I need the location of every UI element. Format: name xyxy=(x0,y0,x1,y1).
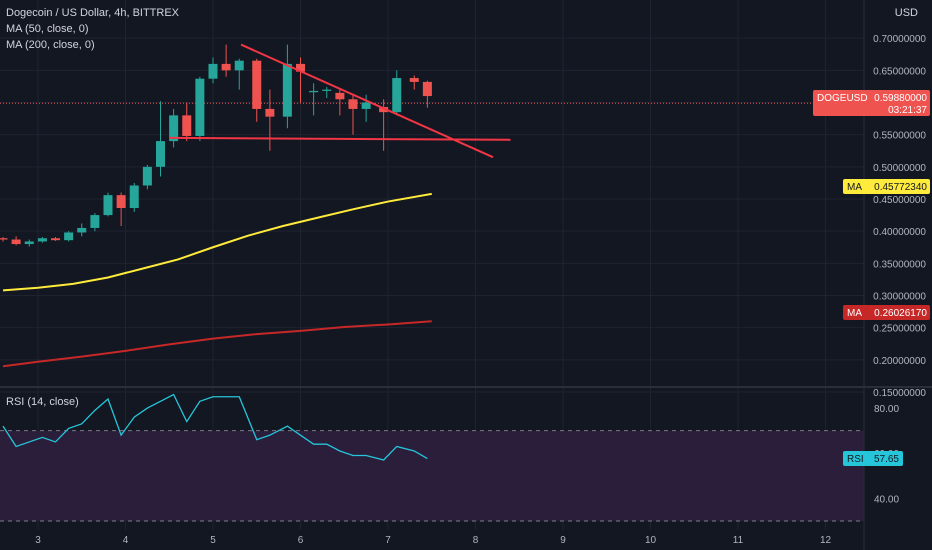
candle-body xyxy=(348,99,358,109)
candle-body xyxy=(156,141,165,167)
time-tick-label: 12 xyxy=(820,535,832,546)
candle-body xyxy=(77,227,87,233)
candle-body xyxy=(64,232,74,241)
rsi-line xyxy=(2,393,428,461)
candle-body xyxy=(116,195,126,209)
ma50-line xyxy=(2,192,432,292)
ma50-legend[interactable]: MA (50, close, 0) xyxy=(6,23,89,35)
ma50-badge-value: 0.45772340 xyxy=(874,182,927,193)
ma50-badge: MA 0.45772340 xyxy=(843,179,930,194)
price-badge: DOGEUSD 0.59880000 03:21:37 xyxy=(813,90,930,116)
price-badge-symbol: DOGEUSD xyxy=(817,93,868,104)
candle-body xyxy=(221,63,231,71)
ma50-series xyxy=(2,192,432,292)
candle-body xyxy=(379,107,389,113)
price-tick-label: 0.70000000 xyxy=(873,34,926,45)
candle-body xyxy=(282,63,292,117)
candle-body xyxy=(309,90,319,93)
price-axis-ticks: 0.15000000 0.20000000 0.25000000 0.30000000… xyxy=(873,34,926,399)
price-tick-label: 0.40000000 xyxy=(873,227,926,238)
rsi-band-fill xyxy=(0,430,864,521)
rsi-badge: RSI 57.65 xyxy=(843,451,903,466)
ma50-badge-name: MA xyxy=(847,182,862,193)
time-tick-label: 7 xyxy=(385,535,391,546)
candle-body xyxy=(103,195,113,216)
time-tick-label: 4 xyxy=(123,535,129,546)
price-tick-label: 0.55000000 xyxy=(873,131,926,142)
candle-body xyxy=(51,238,60,241)
rsi-tick-label: 40.00 xyxy=(874,494,899,505)
time-axis-ticks: 3 4 5 6 7 8 9 10 11 12 xyxy=(35,535,831,546)
price-tick-label: 0.20000000 xyxy=(873,356,926,367)
time-tick-label: 11 xyxy=(733,535,744,546)
price-tick-label: 0.65000000 xyxy=(873,66,926,77)
trendlines[interactable] xyxy=(169,43,511,159)
time-tick-label: 3 xyxy=(35,535,41,546)
rsi-legend[interactable]: RSI (14, close) xyxy=(6,396,79,408)
time-tick-label: 9 xyxy=(560,535,566,546)
candle-body xyxy=(208,63,218,79)
candle-body xyxy=(361,102,371,109)
candle-body xyxy=(335,92,345,100)
rsi-badge-name: RSI xyxy=(847,454,864,465)
candle-body xyxy=(409,78,419,82)
price-tick-label: 0.15000000 xyxy=(873,388,926,399)
candle-body xyxy=(422,81,432,97)
price-badge-countdown: 03:21:37 xyxy=(888,105,927,116)
candle-body xyxy=(37,238,47,242)
price-tick-label: 0.50000000 xyxy=(873,163,926,174)
ma200-series xyxy=(2,320,432,368)
ma200-line xyxy=(2,320,432,368)
ma200-badge: MA 0.26026170 xyxy=(843,305,930,320)
price-tick-label: 0.35000000 xyxy=(873,259,926,270)
candle-body xyxy=(195,78,205,136)
time-tick-label: 8 xyxy=(473,535,479,546)
candle-body xyxy=(169,115,179,142)
candle-body xyxy=(182,115,192,136)
ma200-badge-name: MA xyxy=(847,308,862,319)
price-tick-label: 0.30000000 xyxy=(873,292,926,303)
axis-currency-label: USD xyxy=(895,7,918,19)
candle-body xyxy=(252,60,262,109)
time-tick-label: 10 xyxy=(645,535,657,546)
rsi-badge-value: 57.65 xyxy=(874,454,899,465)
candle-body xyxy=(11,239,21,245)
trendline xyxy=(169,136,511,141)
candle-body xyxy=(129,185,139,209)
trendline xyxy=(240,43,494,159)
symbol-title[interactable]: Dogecoin / US Dollar, 4h, BITTREX xyxy=(6,7,180,19)
price-tick-label: 0.45000000 xyxy=(873,195,926,206)
price-tick-label: 0.25000000 xyxy=(873,324,926,335)
time-tick-label: 5 xyxy=(210,535,216,546)
candle-body xyxy=(142,166,152,186)
candle-body xyxy=(392,78,402,113)
candle-body xyxy=(0,238,8,240)
price-badge-value: 0.59880000 xyxy=(874,93,927,104)
ma200-legend[interactable]: MA (200, close, 0) xyxy=(6,39,95,51)
candles-series xyxy=(0,44,432,247)
candle-body xyxy=(90,215,100,228)
candle-body xyxy=(322,89,332,91)
time-tick-label: 6 xyxy=(298,535,304,546)
candle-body xyxy=(265,108,275,117)
candle-body xyxy=(24,241,34,245)
rsi-series xyxy=(2,393,428,461)
candle-body xyxy=(296,63,305,72)
rsi-tick-label: 80.00 xyxy=(874,404,899,415)
ma200-badge-value: 0.26026170 xyxy=(874,308,927,319)
candle-body xyxy=(234,60,244,71)
